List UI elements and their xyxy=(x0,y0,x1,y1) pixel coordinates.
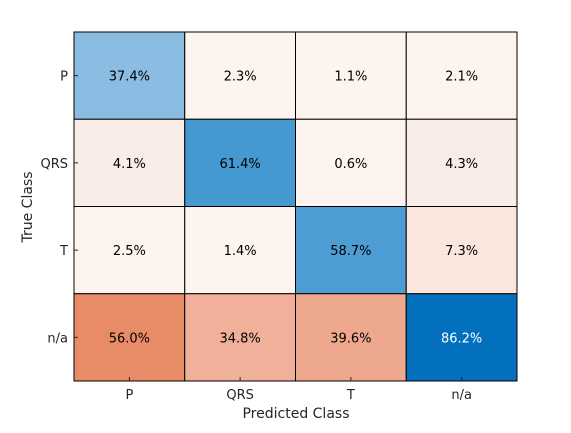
heatmap-cell xyxy=(73,31,186,120)
x-tick-label: P xyxy=(125,388,133,403)
cell-value-label: 2.3% xyxy=(224,70,257,85)
x-tick-label: n/a xyxy=(451,388,472,403)
heatmap-cell xyxy=(295,293,407,382)
heatmap-cell xyxy=(405,293,518,382)
heatmap-cell xyxy=(73,293,186,382)
heatmap-cell xyxy=(405,31,518,120)
x-tick-label: T xyxy=(346,388,355,403)
cell-value-label: 1.1% xyxy=(334,70,367,85)
heatmap-cell xyxy=(405,118,518,207)
y-tick-label: T xyxy=(59,244,68,259)
y-axis-label: True Class xyxy=(20,171,36,243)
cell-value-label: 1.4% xyxy=(224,244,257,259)
x-axis-label: Predicted Class xyxy=(242,406,349,422)
x-tick-label: QRS xyxy=(226,388,254,403)
plot-frame xyxy=(73,31,518,382)
cell-value-label: 2.1% xyxy=(445,70,478,85)
cell-value-label: 2.5% xyxy=(113,244,146,259)
heatmap-cell xyxy=(184,206,296,295)
cells-layer: 37.4% 2.3% 1.1% 2.1% 4.1% 61.4% 0.6% 4.3% 2.5% 1.… xyxy=(73,31,518,382)
cell-value-label: 39.6% xyxy=(330,331,371,346)
cell-value-label: 34.8% xyxy=(219,331,260,346)
heatmap-cell xyxy=(184,31,296,120)
heatmap-cell xyxy=(184,293,296,382)
cell-value-label: 61.4% xyxy=(219,157,260,172)
y-tick-label: n/a xyxy=(47,331,68,346)
heatmap-cell xyxy=(405,206,518,295)
heatmap-cell xyxy=(73,118,186,207)
cell-value-label: 37.4% xyxy=(109,70,150,85)
cell-value-label: 4.1% xyxy=(113,157,146,172)
cell-value-label: 58.7% xyxy=(330,244,371,259)
cell-value-label: 0.6% xyxy=(334,157,367,172)
heatmap-cell xyxy=(184,118,296,207)
cell-value-label: 86.2% xyxy=(441,331,482,346)
cell-value-label: 7.3% xyxy=(445,244,478,259)
y-tick-label: P xyxy=(60,70,68,85)
cell-value-label: 4.3% xyxy=(445,157,478,172)
y-tick-label: QRS xyxy=(40,157,68,172)
cell-value-label: 56.0% xyxy=(109,331,150,346)
